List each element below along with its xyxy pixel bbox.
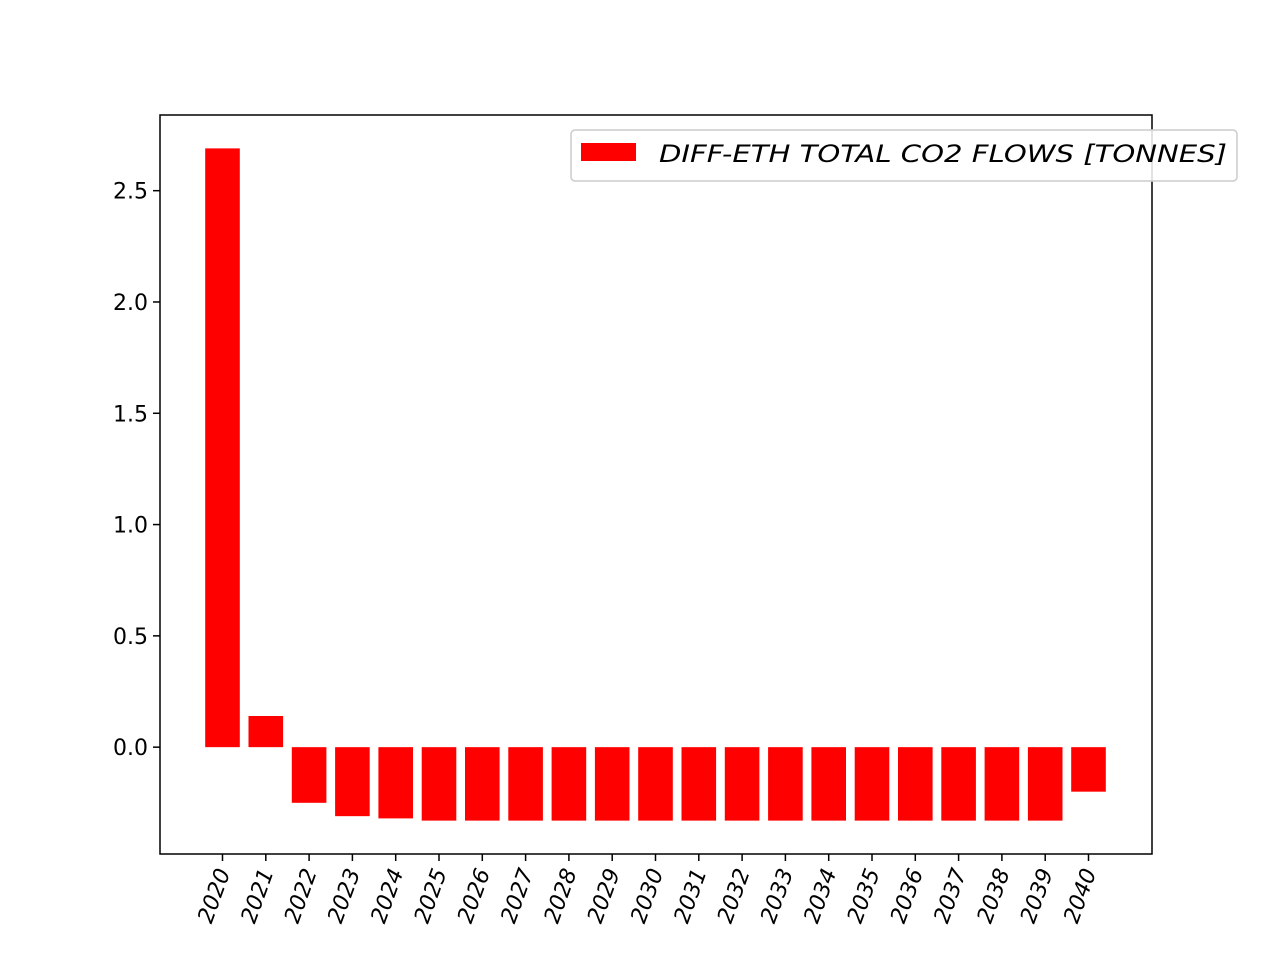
bar-2036 (898, 747, 933, 821)
bar-2031 (681, 747, 717, 821)
legend-label: DIFF-ETH TOTAL CO2 FLOWS [TONNES] (659, 140, 1227, 168)
y-tick-label: 1.5 (113, 402, 148, 427)
bar-2028 (551, 747, 587, 821)
bar-2034 (811, 747, 846, 821)
legend-swatch (581, 143, 636, 161)
bar-2020 (205, 148, 240, 748)
bar-2032 (724, 747, 760, 821)
bars-layer (205, 148, 1106, 821)
bar-2026 (465, 747, 500, 821)
y-tick-label: 2.5 (113, 180, 148, 205)
bar-2039 (1027, 747, 1063, 821)
bar-2025 (421, 747, 457, 821)
bar-2030 (638, 747, 673, 821)
bar-2022 (291, 747, 327, 803)
bar-2038 (984, 747, 1020, 821)
bar-2029 (594, 747, 630, 821)
bar-2040 (1071, 747, 1106, 792)
y-tick-label: 2.0 (113, 291, 148, 316)
bar-2033 (768, 747, 803, 821)
y-tick-label: 0.5 (113, 625, 148, 650)
y-tick-label: 0.0 (113, 736, 148, 761)
y-tick-label: 1.0 (113, 514, 148, 539)
bar-2037 (941, 747, 976, 821)
bar-2027 (508, 747, 543, 821)
bar-2035 (854, 747, 890, 821)
legend-box (570, 129, 1238, 182)
bar-2021 (248, 715, 284, 748)
bar-2023 (335, 747, 370, 817)
legend: DIFF-ETH TOTAL CO2 FLOWS [TONNES] (570, 129, 1238, 182)
bar-2024 (378, 747, 413, 819)
